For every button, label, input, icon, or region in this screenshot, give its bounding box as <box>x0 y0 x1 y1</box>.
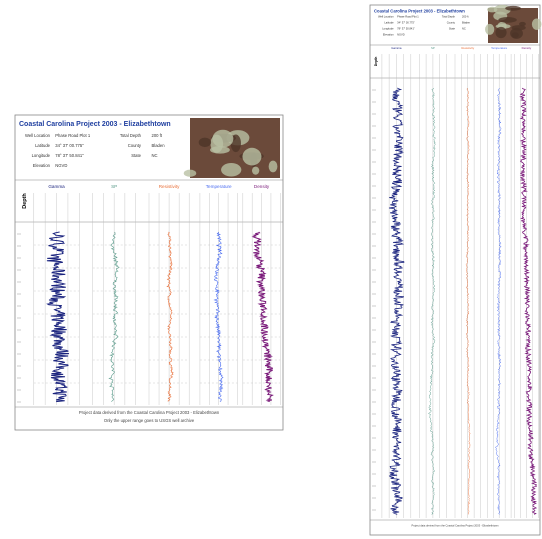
field-value: Bladen <box>152 143 166 148</box>
track-name: Temperature <box>491 46 507 50</box>
track-name: Density <box>254 184 270 189</box>
document-title: Coastal Carolina Project 2003 - Elizabet… <box>19 121 171 128</box>
photo-patch <box>511 25 526 31</box>
log-trace <box>108 231 120 402</box>
track-name: Resistivity <box>461 46 474 50</box>
field-label: Longitude <box>32 153 51 158</box>
photo-patch <box>198 137 212 148</box>
field-value: Bladen <box>462 21 471 25</box>
field-label: State <box>449 27 456 31</box>
field-label: Total Depth <box>120 133 142 138</box>
photo-patch <box>221 163 242 177</box>
depth-label: Depth <box>374 57 378 67</box>
log-trace <box>428 87 436 515</box>
track-name: Temperature <box>206 184 232 189</box>
photo-patch <box>510 27 523 39</box>
field-label: Well Location <box>25 133 51 138</box>
field-label: State <box>131 153 141 158</box>
track-name: Density <box>522 46 532 50</box>
field-value: NC <box>462 27 466 31</box>
field-value: 200 ft <box>152 133 163 138</box>
field-label: Elevation <box>383 33 394 37</box>
field-value: NGVD <box>55 163 67 168</box>
log-trace <box>166 231 174 402</box>
track-name: Gamma <box>48 184 65 189</box>
field-value: NGVD <box>397 33 405 37</box>
photo-patch <box>519 21 526 27</box>
photo-patch <box>485 23 495 35</box>
log-trace <box>495 87 502 515</box>
footer-text: Only the upper range goes to USGS well a… <box>104 418 195 423</box>
field-value: Phase Road Plot 1 <box>397 15 419 19</box>
photo-patch <box>212 129 234 148</box>
document-title: Coastal Carolina Project 2003 - Elizabet… <box>374 8 465 13</box>
photo-patch <box>268 160 278 173</box>
footer-text: Project data derived from the Coastal Ca… <box>79 410 220 415</box>
photo-patch <box>498 16 517 23</box>
depth-label: Depth <box>22 193 28 208</box>
log-trace <box>465 88 471 515</box>
track-name: SP <box>111 184 117 189</box>
field-value: 34° 37' 00.775" <box>397 21 415 25</box>
field-label: County <box>447 21 456 25</box>
photo-patch <box>505 5 521 11</box>
log-trace <box>213 231 224 402</box>
field-label: Total Depth <box>442 15 456 19</box>
photo-patch <box>242 147 262 166</box>
photo-patch <box>210 146 230 154</box>
log-trace <box>388 87 405 515</box>
field-value: 78° 37' 50.841" <box>55 153 84 158</box>
field-label: Longitude <box>382 27 394 31</box>
field-value: 78° 37' 50.841" <box>397 27 415 31</box>
footer-text: Project data derived from the Coastal Ca… <box>412 524 499 528</box>
field-value: NC <box>152 153 158 158</box>
photo-patch <box>183 169 197 177</box>
photo-patch <box>531 18 542 30</box>
track-name: Gamma <box>391 46 402 50</box>
field-label: Latitude <box>384 21 394 25</box>
log-trace <box>519 87 538 515</box>
field-value: Phase Road Plot 1 <box>55 133 91 138</box>
field-label: Elevation <box>33 163 51 168</box>
track-name: Resistivity <box>159 184 180 189</box>
log-document: Coastal Carolina Project 2003 - Elizabet… <box>14 114 284 431</box>
track-name: SP <box>431 46 435 50</box>
field-value: 34° 37' 00.775" <box>55 143 84 148</box>
photo-patch <box>495 26 507 39</box>
field-label: Latitude <box>35 143 51 148</box>
field-value: 200 ft <box>462 15 469 19</box>
log-trace <box>46 231 70 403</box>
field-label: County <box>128 143 142 148</box>
field-label: Well Location <box>378 15 394 19</box>
photo-patch <box>251 166 260 175</box>
log-document: Coastal Carolina Project 2003 - Elizabet… <box>369 4 542 536</box>
log-trace <box>251 231 274 403</box>
